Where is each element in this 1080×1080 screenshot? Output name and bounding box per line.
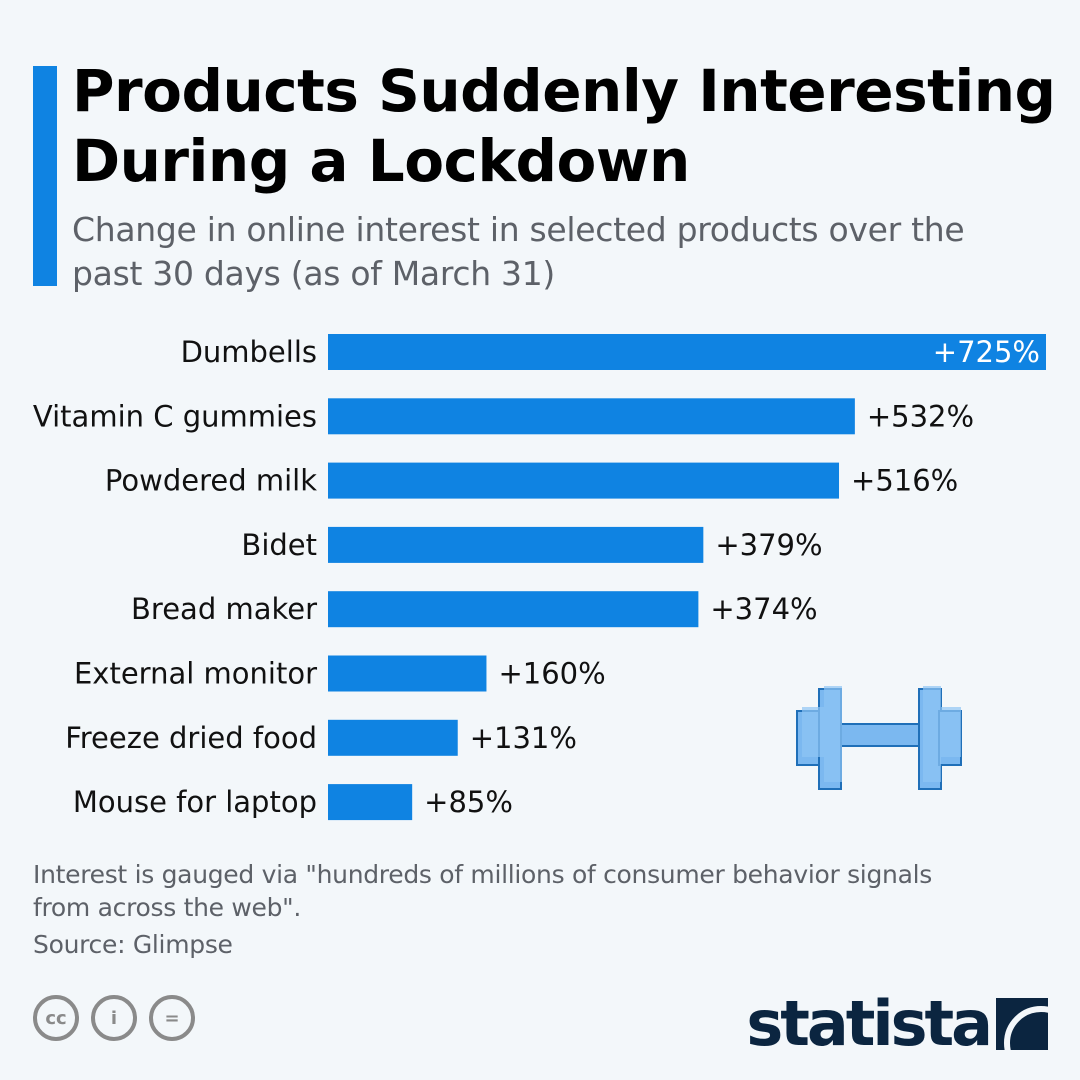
bar — [328, 398, 855, 435]
attribution-icon[interactable]: i — [91, 995, 137, 1041]
bar — [328, 591, 699, 628]
value-label: +160% — [498, 657, 605, 691]
statista-wordmark: statista — [746, 987, 993, 1060]
statista-logo[interactable]: statista — [746, 987, 1048, 1060]
category-label: Bread maker — [131, 592, 317, 626]
bar — [328, 719, 458, 756]
value-label: +131% — [470, 721, 577, 755]
title-accent-bar — [33, 66, 57, 286]
value-label: +374% — [710, 592, 817, 626]
bar — [328, 526, 704, 563]
category-label: Mouse for laptop — [73, 785, 317, 819]
value-label: +725% — [933, 335, 1040, 369]
bar — [328, 334, 1046, 370]
category-label: Dumbells — [181, 335, 317, 369]
cc-license-icon[interactable]: cc — [33, 995, 79, 1041]
category-label: External monitor — [74, 657, 317, 691]
bars-layer: Dumbells +725% Vitamin C gummies +532% Powde… — [33, 334, 1046, 821]
bar — [328, 462, 840, 499]
value-label: +516% — [851, 464, 958, 498]
category-label: Freeze dried food — [65, 721, 317, 755]
no-derivatives-icon[interactable]: = — [149, 995, 195, 1041]
category-label: Vitamin C gummies — [33, 399, 317, 433]
value-label: +85% — [424, 785, 513, 819]
chart-title: Products Suddenly Interesting During a L… — [72, 57, 1056, 195]
footnote: Interest is gauged via "hundreds of mill… — [33, 860, 932, 922]
category-label: Bidet — [241, 528, 317, 562]
bar — [328, 784, 413, 821]
bar — [328, 655, 487, 692]
chart-subtitle: Change in online interest in selected pr… — [72, 210, 965, 293]
license-icons: cc i = — [33, 995, 195, 1041]
value-label: +532% — [867, 399, 974, 433]
statista-logo-mark-icon — [996, 998, 1048, 1050]
value-label: +379% — [715, 528, 822, 562]
category-label: Powdered milk — [105, 464, 317, 498]
dumbbell-icon — [796, 686, 962, 790]
source-text: Source: Glimpse — [33, 930, 233, 959]
